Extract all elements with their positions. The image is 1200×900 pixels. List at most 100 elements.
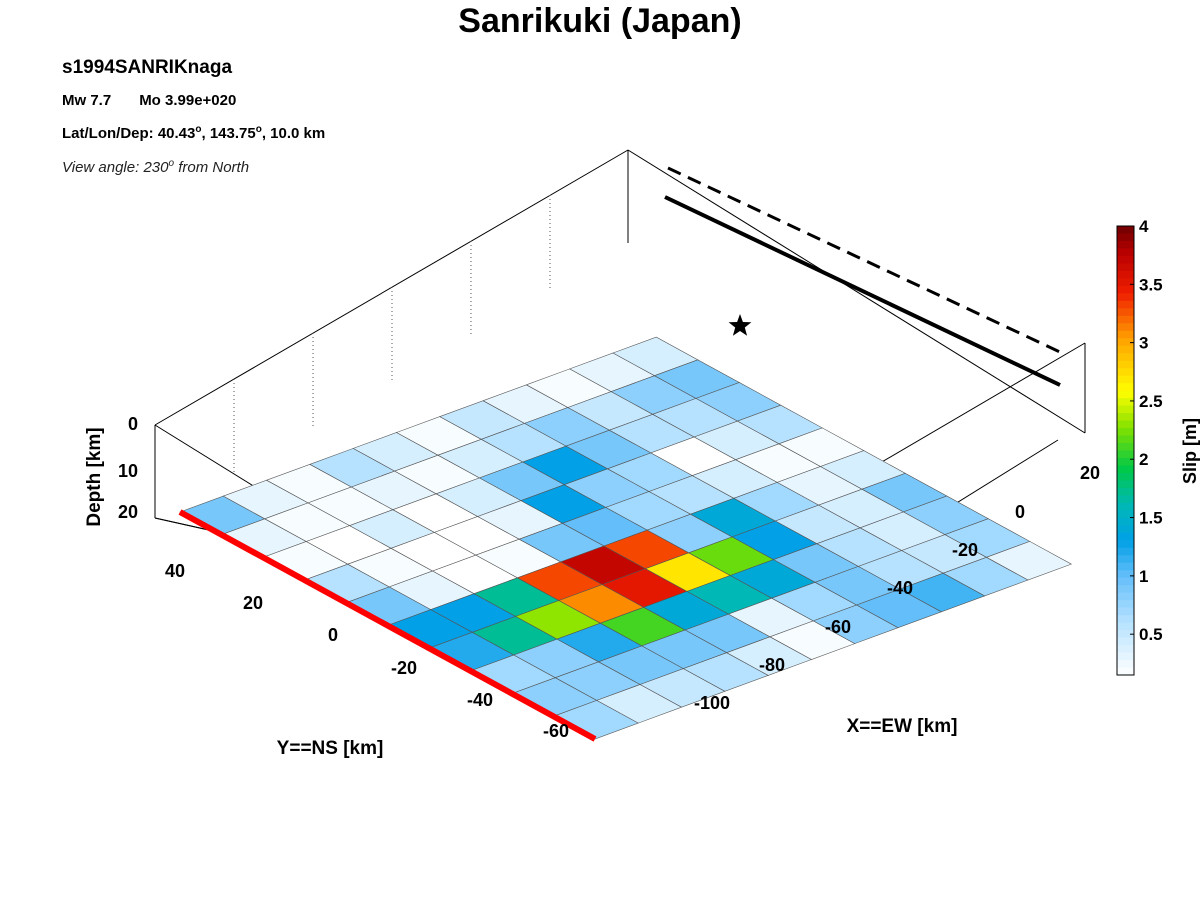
colorbar-band	[1117, 428, 1134, 437]
colorbar-band	[1117, 540, 1134, 549]
colorbar-band	[1117, 465, 1134, 474]
slip-cell	[985, 541, 1073, 581]
y-tick-label: -60	[543, 721, 569, 741]
depth-value: 10.0 km	[270, 125, 326, 142]
colorbar-tick-label: 1	[1139, 567, 1148, 586]
colorbar-band	[1117, 413, 1134, 422]
hypocenter-star-icon	[728, 314, 752, 336]
x-tick-label: -60	[825, 617, 851, 637]
view-angle-value: 230	[143, 159, 169, 176]
lon-value: 143.75	[209, 125, 256, 142]
colorbar-band	[1117, 255, 1134, 265]
colorbar-band	[1117, 353, 1134, 362]
y-tick-label: -40	[467, 690, 493, 710]
fault-trace-line	[664, 195, 1061, 387]
colorbar-band	[1117, 652, 1134, 661]
degree-symbol: o	[168, 158, 175, 169]
y-tick-label: -20	[391, 658, 417, 678]
degree-symbol: o	[195, 124, 202, 135]
colorbar-band	[1117, 435, 1134, 444]
colorbar-band	[1117, 420, 1134, 429]
colorbar-band	[1117, 622, 1134, 631]
colorbar-band	[1117, 248, 1134, 257]
colorbar-tick-label: 0.5	[1139, 625, 1163, 644]
colorbar-band	[1117, 615, 1134, 624]
event-id: s1994SANRIKnaga	[62, 57, 233, 78]
plot-overlay	[178, 166, 1063, 742]
colorbar-band	[1117, 360, 1134, 369]
colorbar-band	[1117, 637, 1134, 646]
colorbar-label: Slip [m]	[1180, 418, 1200, 484]
colorbar-tick-label: 2.5	[1139, 392, 1163, 411]
colorbar-band	[1117, 338, 1134, 347]
colorbar-band	[1117, 398, 1134, 407]
box-edge	[627, 149, 1086, 434]
colorbar-band	[1117, 585, 1134, 594]
colorbar-band	[1117, 450, 1134, 459]
colorbar-band	[1117, 390, 1134, 399]
x-tick-label: -20	[952, 540, 978, 560]
colorbar-band	[1117, 315, 1134, 324]
x-tick-label: -100	[694, 693, 730, 713]
colorbar-tick-label: 4	[1139, 217, 1149, 236]
colorbar-band	[1117, 300, 1134, 309]
colorbar-band	[1117, 308, 1134, 317]
colorbar-band	[1117, 555, 1134, 564]
colorbar-tick-label: 3	[1139, 334, 1148, 353]
y-tick-label: 0	[328, 625, 338, 645]
colorbar-band	[1117, 345, 1134, 354]
colorbar-band	[1117, 443, 1134, 452]
colorbar-band	[1117, 323, 1134, 332]
colorbar-band	[1117, 667, 1134, 676]
lat-value: 40.43	[157, 125, 196, 142]
location-line: Lat/Lon/Dep: 40.43o, 143.75o, 10.0 km	[62, 124, 326, 142]
y-tick-label: 20	[243, 593, 263, 613]
colorbar-tick-label: 2	[1139, 450, 1148, 469]
colorbar-band	[1117, 472, 1134, 482]
colorbar-tick-label: 3.5	[1139, 275, 1163, 294]
z-tick-label: 20	[118, 502, 138, 522]
colorbar-band	[1117, 570, 1134, 579]
colorbar-band	[1117, 532, 1134, 541]
colorbar-band	[1117, 645, 1134, 654]
colorbar-band	[1117, 330, 1134, 339]
colorbar-band	[1117, 495, 1134, 504]
colorbar-band	[1117, 502, 1134, 511]
colorbar-band	[1117, 278, 1134, 287]
mo-label: Mo 3.99e+020	[139, 92, 237, 109]
x-tick-label: -80	[759, 655, 785, 675]
fault-top-edge	[178, 509, 597, 742]
colorbar-band	[1117, 600, 1134, 609]
x-axis-label: X==EW [km]	[847, 716, 958, 737]
colorbar-band	[1117, 368, 1134, 377]
degree-symbol: o	[255, 124, 262, 135]
colorbar-band	[1117, 375, 1134, 384]
colorbar-band	[1117, 517, 1134, 526]
colorbar-band	[1117, 240, 1134, 250]
z-tick-label: 10	[118, 461, 138, 481]
colorbar-band	[1117, 577, 1134, 586]
magnitude-line: Mw 7.7 Mo 3.99e+020	[62, 92, 236, 109]
z-tick-label: 0	[128, 414, 138, 434]
colorbar-band	[1117, 525, 1134, 534]
x-tick-label: -40	[887, 578, 913, 598]
view-suffix: from North	[174, 159, 250, 176]
colorbar-band	[1117, 293, 1134, 302]
x-tick-label: 20	[1080, 463, 1100, 483]
fault-trace-dashed	[667, 166, 1063, 355]
colorbar-band	[1117, 457, 1134, 467]
colorbar-band	[1117, 480, 1134, 489]
x-tick-label: 0	[1015, 502, 1025, 522]
axis-labels: 0 10 20 Depth [km] 40 20 0 -20 -40 -60 Y==NS [km] 2…	[84, 414, 1100, 759]
colorbar-tick-label: 1.5	[1139, 509, 1163, 528]
colorbar-band	[1117, 607, 1134, 616]
colorbar-band	[1117, 660, 1134, 669]
colorbar-band	[1117, 383, 1134, 392]
view-angle-line: View angle: 230o from North	[62, 158, 249, 176]
colorbar-band	[1117, 405, 1134, 414]
colorbar-band	[1117, 233, 1134, 242]
colorbar-band	[1117, 285, 1134, 294]
colorbar-band	[1117, 263, 1134, 272]
colorbar-band	[1117, 547, 1134, 556]
